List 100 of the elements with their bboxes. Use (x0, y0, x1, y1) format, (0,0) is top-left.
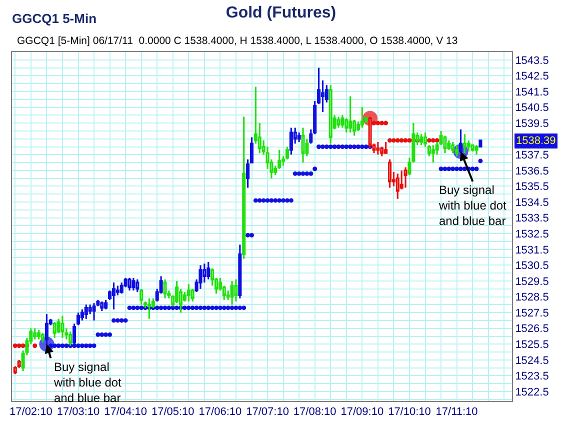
candlestick (451, 141, 455, 154)
y-tick-label: 1522.5 (515, 386, 549, 398)
candlestick (100, 300, 104, 312)
y-tick-label: 1533.5 (515, 212, 549, 225)
candlestick (443, 134, 447, 154)
y-tick-label: 1541.5 (515, 86, 549, 98)
point (399, 138, 404, 143)
candlestick (447, 140, 451, 151)
point (426, 138, 432, 143)
candlestick (380, 146, 384, 158)
point (20, 343, 26, 348)
candlestick (289, 127, 293, 156)
y-tick-label: 1539.5 (515, 118, 549, 130)
text: GGCQ1 [5-Min] 06/17/11 0.0000 C 1538.4000, H 1538.4000, L 1538.4000, O 1538.4000, V 13 (17, 35, 458, 47)
candlestick (128, 277, 132, 292)
candlestick (404, 166, 408, 189)
y-tick-label: 1524.5 (515, 354, 549, 367)
candlestick (80, 308, 84, 322)
point (380, 120, 384, 126)
candlestick (186, 283, 190, 302)
candlestick (112, 282, 116, 310)
y-tick-label: 1526.5 (515, 323, 549, 336)
candlestick (206, 261, 210, 280)
candlestick (238, 244, 242, 300)
point (388, 138, 392, 143)
y-tick-label: 1537.5 (515, 150, 549, 162)
y-tick-label: 1531.5 (515, 244, 549, 256)
x-tick-label: 17/10:10 (388, 406, 431, 418)
y-tick-label: 1525.5 (515, 339, 549, 351)
candlestick (234, 278, 238, 302)
candlestick (376, 141, 380, 156)
y-tick-label: 1535.5 (515, 181, 549, 194)
y-tick-label: 1527.5 (515, 307, 549, 320)
candlestick (336, 116, 340, 129)
annotation: 1538.39 (516, 135, 556, 147)
candlestick (132, 277, 136, 292)
candlestick (455, 144, 459, 158)
candlestick (340, 114, 344, 129)
y-tick-label: 1540.5 (515, 102, 549, 114)
x-tick-label: 17/03:10 (56, 406, 100, 418)
candlestick (92, 302, 96, 322)
candlestick (470, 144, 474, 152)
x-tick-label: 17/11:10 (436, 406, 478, 418)
point (434, 138, 440, 143)
point (430, 138, 436, 143)
candlestick (84, 304, 88, 320)
x-tick-label: 17/08:10 (293, 406, 336, 418)
candlestick (348, 95, 352, 134)
y-tick-label: 1543.5 (515, 54, 549, 67)
annotation: Buy signal with blue dot and blue bar (438, 183, 508, 228)
candlestick (56, 318, 60, 334)
y-tick-label: 1542.5 (515, 70, 549, 83)
x-tick-label: 17/06:10 (198, 406, 242, 418)
candlestick (328, 84, 332, 144)
candlestick (120, 282, 124, 294)
y-tick-label: 1532.5 (515, 228, 549, 240)
candlestick (33, 328, 37, 340)
point (32, 343, 38, 348)
candlestick (52, 321, 56, 339)
y-tick-label: 1536.5 (515, 165, 549, 178)
point (395, 138, 400, 143)
candlestick (384, 141, 388, 154)
candlestick (431, 144, 435, 164)
x-tick-label: 17/04:10 (104, 406, 147, 418)
text: GGCQ1 5-Min (12, 11, 97, 26)
point (12, 343, 18, 348)
x-tick-label: 17/05:10 (151, 406, 194, 418)
point (403, 138, 408, 143)
candlestick (396, 172, 400, 200)
candlestick (104, 299, 108, 310)
candlestick (163, 278, 167, 300)
candlestick (388, 158, 392, 189)
chart-title: Gold (Futures) (226, 4, 336, 22)
point (391, 138, 396, 143)
y-tick-label: 1529.5 (515, 276, 549, 288)
y-tick-label: 1534.5 (515, 196, 549, 209)
candlestick (40, 332, 45, 344)
candlestick (230, 280, 234, 306)
candlestick (301, 127, 305, 164)
annotation: Buy signal with blue dot and blue bar (53, 360, 122, 406)
y-tick-label: 1530.5 (515, 260, 549, 272)
candlestick (478, 140, 482, 148)
candlestick (198, 264, 202, 290)
point (16, 343, 22, 348)
candlestick (297, 132, 301, 143)
x-tick-label: 17/09:10 (340, 406, 384, 418)
candlestick (360, 106, 364, 129)
candlestick (462, 133, 466, 154)
y-tick-label: 1523.5 (515, 370, 549, 383)
candlestick (37, 329, 41, 340)
y-tick-label: 1528.5 (515, 292, 549, 304)
candlestick (60, 314, 64, 339)
x-tick-label: 17/02:10 (10, 406, 52, 418)
candlestick (474, 144, 478, 156)
point (407, 138, 412, 143)
candlestick (190, 288, 194, 302)
point (384, 120, 388, 126)
candlestick (242, 116, 246, 260)
x-tick-label: 17/07:10 (246, 406, 289, 418)
candlestick (420, 133, 424, 146)
